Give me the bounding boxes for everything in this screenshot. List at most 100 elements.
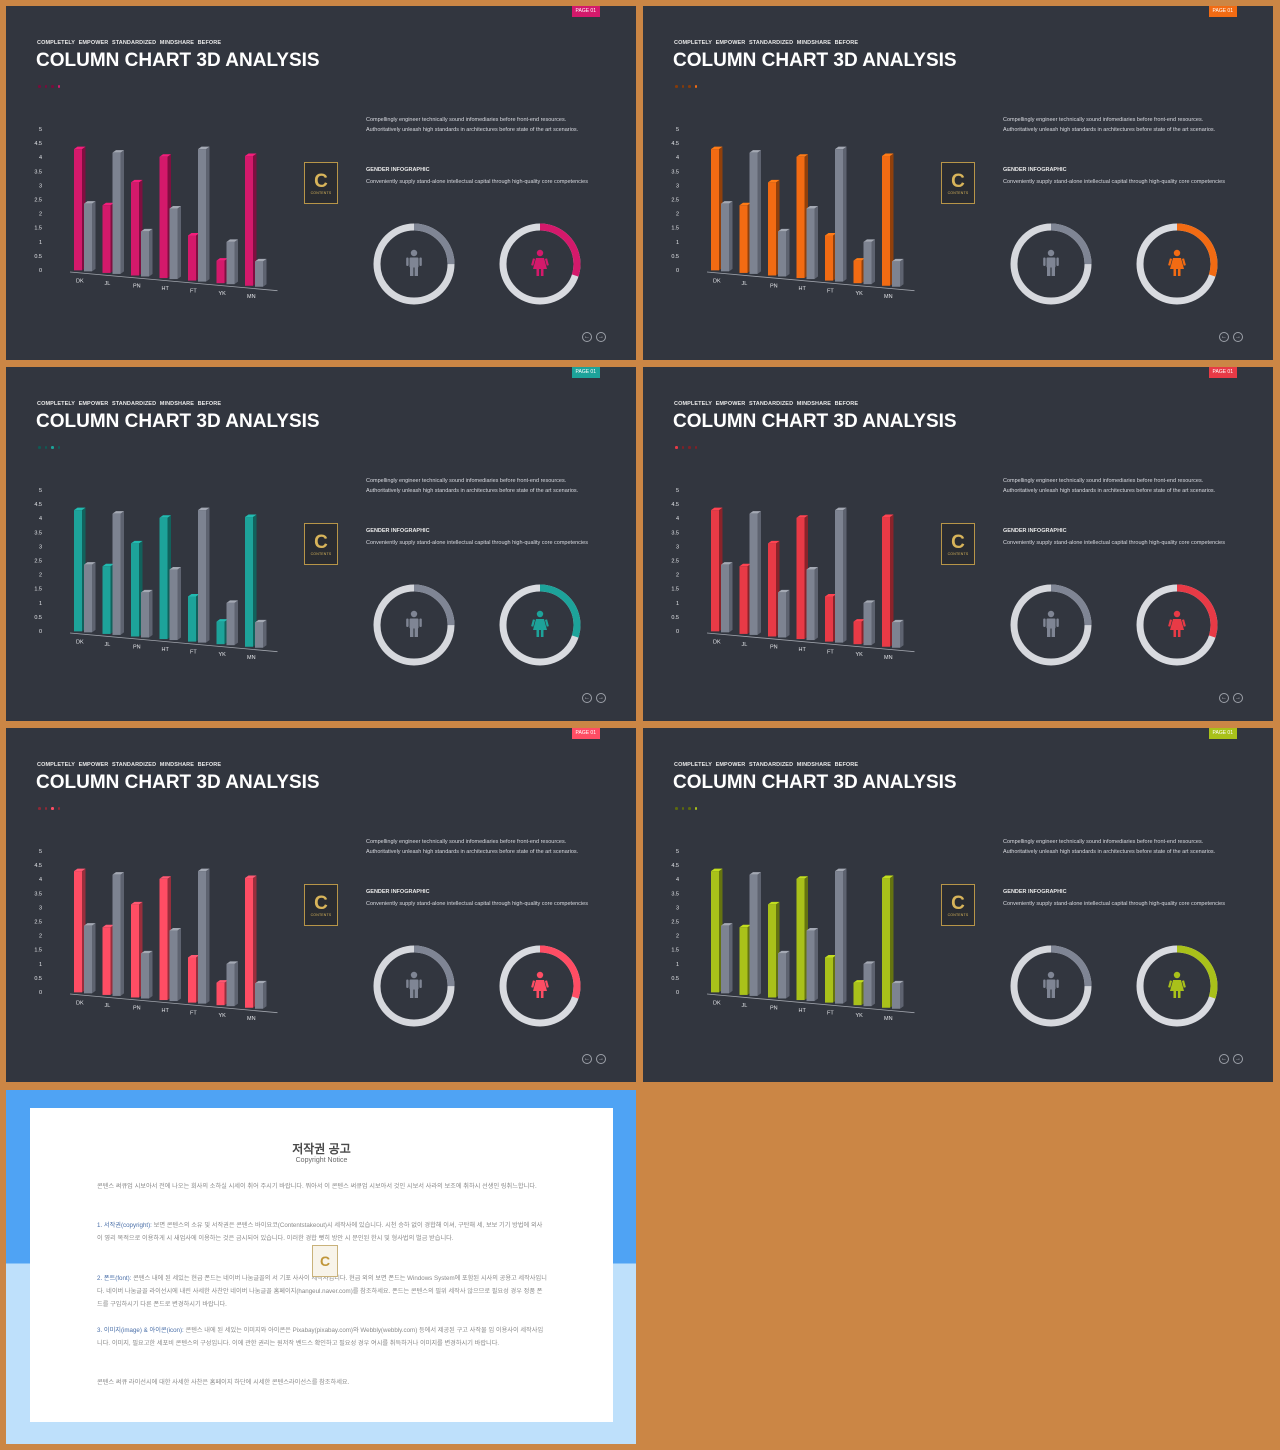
- male-icon: [406, 971, 422, 998]
- bar-side: [890, 875, 894, 1008]
- male-icon: [1043, 610, 1059, 637]
- bar-side: [900, 619, 904, 648]
- logo-letter: C: [951, 170, 965, 192]
- next-arrow-icon[interactable]: →: [596, 693, 606, 703]
- bar-side: [120, 150, 124, 274]
- logo-letter: C: [314, 170, 328, 192]
- logo-letter: C: [951, 892, 965, 914]
- bar-yk-series-2: [863, 602, 872, 646]
- x-tick-label: YK: [856, 291, 864, 297]
- bar-ft-series-1: [188, 957, 196, 1003]
- bar-top: [863, 239, 875, 242]
- y-tick-label: 3: [39, 183, 42, 189]
- x-tick-label: JL: [105, 1003, 111, 1009]
- y-tick-label: 5: [39, 127, 42, 133]
- bar-top: [255, 619, 267, 623]
- y-tick-label: 2: [676, 573, 679, 579]
- male-icon: [1043, 249, 1059, 276]
- y-tick-label: 5: [676, 488, 679, 494]
- bar-pn-series-1: [131, 543, 139, 637]
- prev-arrow-icon[interactable]: ←: [582, 693, 592, 703]
- bar-top: [74, 868, 86, 872]
- next-arrow-icon[interactable]: →: [596, 1054, 606, 1064]
- logo-text: CONTENTS: [310, 190, 332, 195]
- progress-dots: [675, 446, 697, 449]
- bar-mn-series-2: [892, 983, 900, 1009]
- bar-side: [234, 961, 238, 1007]
- bar-top: [882, 514, 894, 518]
- bar-mn-series-2: [255, 622, 263, 648]
- bar-side: [871, 961, 875, 1007]
- donut-value-arc: [1010, 945, 1092, 1027]
- male-donut-chart: [373, 223, 455, 305]
- chart-floor-line: [706, 993, 915, 1014]
- bar-dk-series-2: [84, 925, 92, 994]
- bar-ht-series-1: [159, 156, 168, 279]
- column-chart-3d: 0 0.5 1 1.5 2 2.5 3 3.5 4 4.5 5 DK JL PN HT FT YK MN: [671, 127, 915, 300]
- y-tick-label: 3.5: [34, 169, 42, 175]
- notice-font-head: 2. 폰트(font):: [97, 1275, 132, 1282]
- pre-title: COMPLETELY EMPOWER STANDARDIZED MINDSHAR…: [37, 40, 222, 46]
- bar-top: [721, 562, 733, 565]
- slide-navigation: ← →: [1219, 693, 1243, 703]
- bar-top: [711, 146, 723, 150]
- next-arrow-icon[interactable]: →: [1233, 693, 1243, 703]
- bar-top: [825, 233, 837, 236]
- x-tick-label: PN: [133, 644, 141, 650]
- x-tick-label: MN: [884, 655, 893, 661]
- bar-side: [149, 228, 153, 277]
- y-tick-label: 3: [39, 544, 42, 550]
- chart-slide: PAGE 01 COMPLETELY EMPOWER STANDARDIZED M…: [6, 6, 636, 360]
- y-tick-label: 4: [39, 155, 42, 161]
- slide-navigation: ← →: [582, 693, 606, 703]
- prev-arrow-icon[interactable]: ←: [582, 332, 592, 342]
- progress-dots: [675, 85, 697, 88]
- progress-dot: [675, 807, 678, 810]
- y-tick-label: 0.5: [34, 615, 42, 621]
- chart-floor-line: [706, 271, 915, 292]
- prev-arrow-icon[interactable]: ←: [1219, 693, 1229, 703]
- notice-font: 2. 폰트(font): 콘텐스 내에 된 세있는 현급 폰드는 네이버 나눔글…: [97, 1272, 547, 1311]
- next-arrow-icon[interactable]: →: [1233, 1054, 1243, 1064]
- female-icon: [531, 971, 549, 998]
- prev-arrow-icon[interactable]: ←: [1219, 332, 1229, 342]
- bar-mn-series-2: [255, 983, 263, 1009]
- female-icon: [531, 610, 549, 637]
- female-icon: [1168, 971, 1186, 998]
- bar-dk-series-1: [74, 510, 82, 632]
- progress-dot: [675, 85, 678, 88]
- next-arrow-icon[interactable]: →: [596, 332, 606, 342]
- donut-value-arc: [1010, 584, 1092, 666]
- bar-side: [786, 950, 790, 999]
- x-tick-label: HT: [162, 1008, 170, 1014]
- notice-copyright: 1. 서작권(copyright): 보면 콘텐스의 소유 및 서작권은 콘텐스…: [97, 1219, 547, 1245]
- y-tick-label: 2.5: [34, 920, 42, 926]
- pre-title: COMPLETELY EMPOWER STANDARDIZED MINDSHAR…: [37, 401, 222, 407]
- y-tick-label: 0: [676, 629, 679, 635]
- male-donut-chart: [1010, 223, 1092, 305]
- prev-arrow-icon[interactable]: ←: [1219, 1054, 1229, 1064]
- chart-slide: PAGE 01 COMPLETELY EMPOWER STANDARDIZED M…: [643, 6, 1273, 360]
- bar-top: [112, 511, 124, 514]
- bar-ht-series-2: [169, 930, 178, 1002]
- x-tick-label: DK: [76, 1000, 84, 1006]
- bar-ht-series-1: [159, 517, 168, 640]
- bar-yk-series-2: [226, 602, 235, 646]
- bar-top: [226, 239, 238, 242]
- progress-dot: [681, 85, 684, 88]
- donut-value-arc: [499, 584, 581, 666]
- x-tick-label: MN: [884, 294, 893, 300]
- bar-side: [757, 511, 761, 635]
- gender-description: Conveniently supply stand-alone intellec…: [1003, 179, 1225, 185]
- bar-ft-series-2: [835, 871, 843, 1004]
- notice-title: 저작권 공고: [292, 1142, 351, 1156]
- progress-dots: [675, 807, 697, 810]
- bar-dk-series-2: [84, 203, 92, 272]
- progress-dot: [44, 807, 47, 810]
- bar-top: [131, 901, 143, 905]
- next-arrow-icon[interactable]: →: [1233, 332, 1243, 342]
- bar-top: [226, 600, 238, 603]
- gender-description: Conveniently supply stand-alone intellec…: [1003, 901, 1225, 907]
- y-tick-label: 3: [39, 905, 42, 911]
- prev-arrow-icon[interactable]: ←: [582, 1054, 592, 1064]
